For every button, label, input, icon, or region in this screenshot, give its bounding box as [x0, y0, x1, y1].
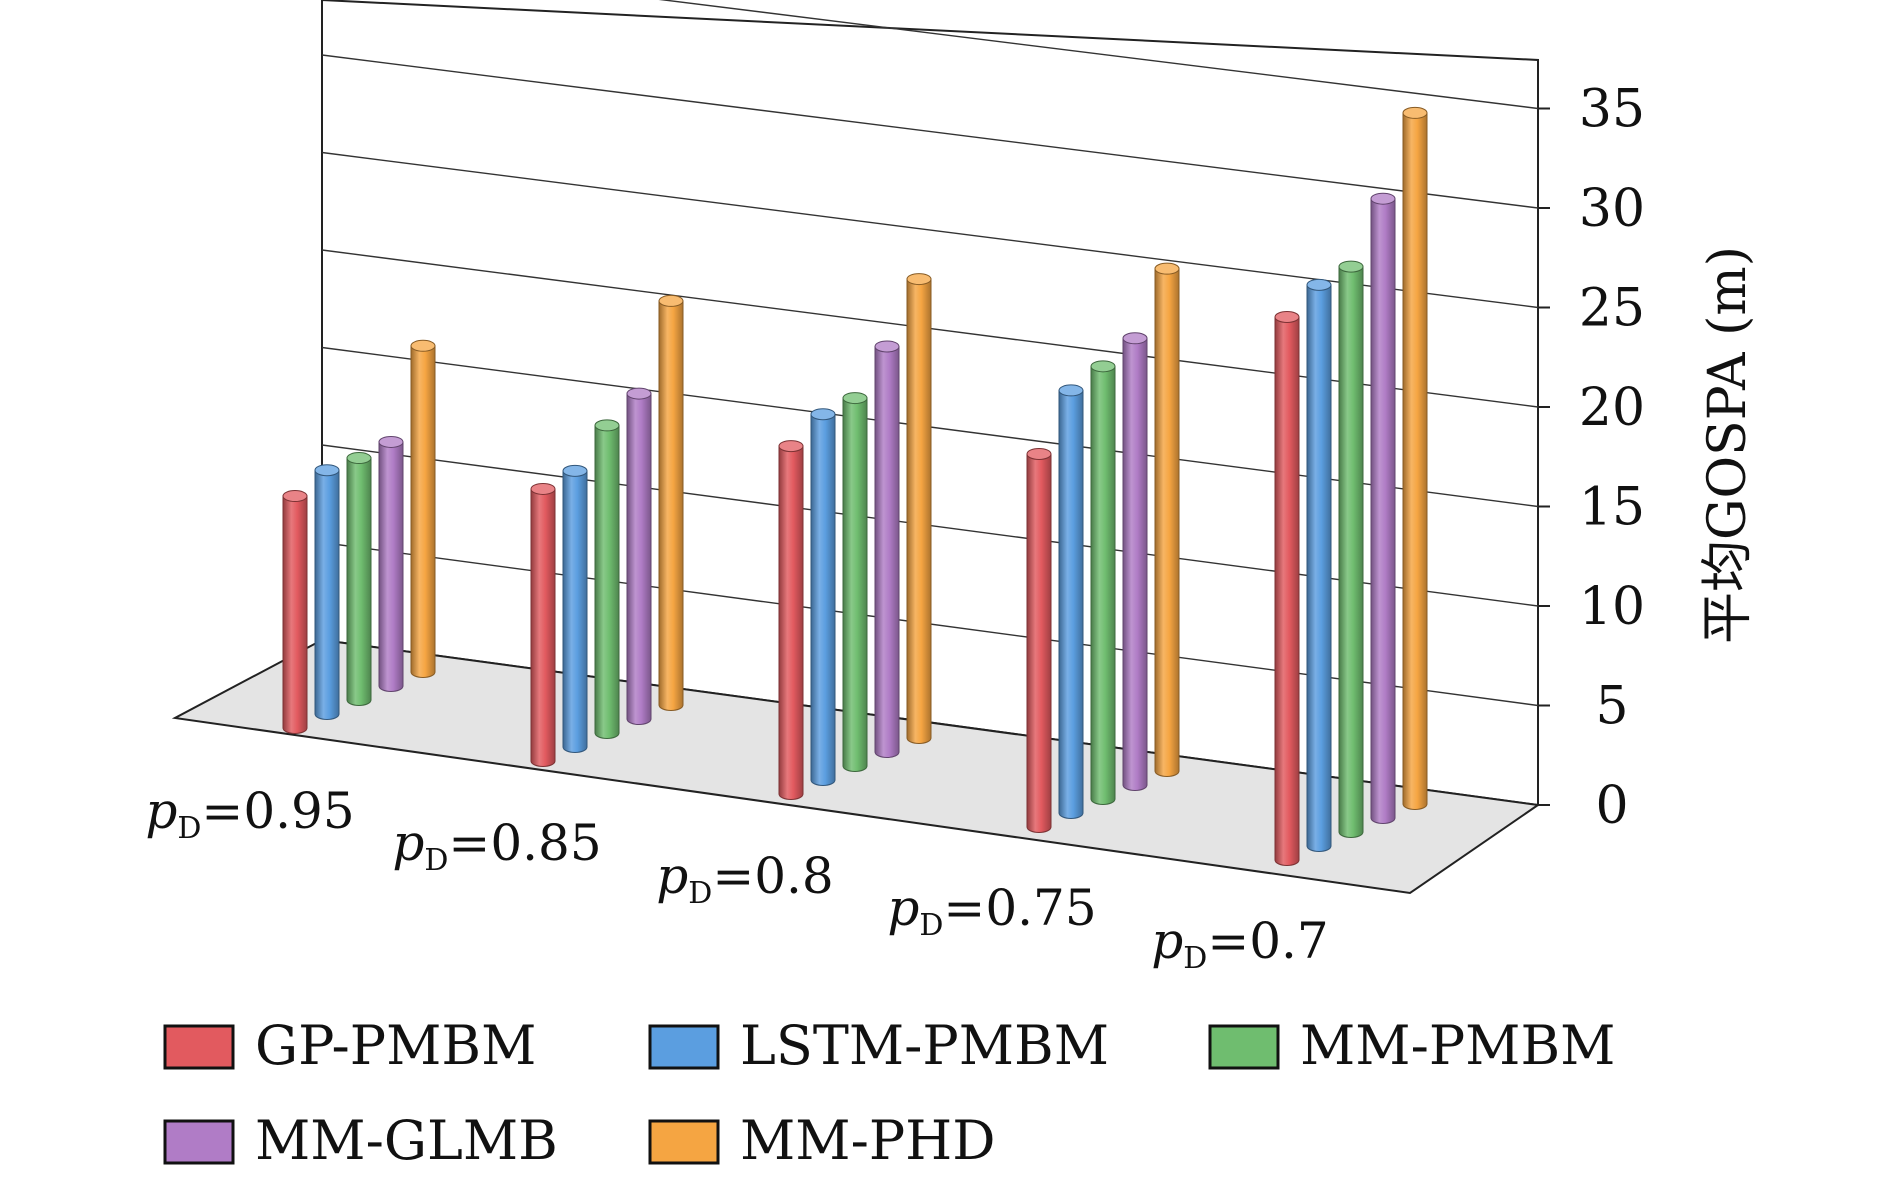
y-tick-label: 10	[1579, 577, 1645, 637]
legend-item: LSTM-PMBM	[648, 1014, 1109, 1077]
bar-top-cap	[1026, 447, 1052, 460]
bars	[282, 106, 1428, 866]
y-tick-label: 5	[1595, 677, 1628, 737]
bar-top-cap	[1338, 260, 1364, 273]
bar-top-cap	[378, 435, 404, 448]
bar-mm-glmb-2	[874, 345, 900, 758]
legend-swatch	[1208, 1024, 1280, 1070]
legend-item: MM-GLMB	[163, 1109, 558, 1172]
y-axis-title: 平均GOSPA (m)	[1698, 246, 1758, 644]
bar-lstm-pmbm-3	[1058, 389, 1084, 819]
category-label: pD=0.85	[392, 814, 601, 878]
legend-label: MM-PMBM	[1300, 1014, 1615, 1077]
bar-top-cap	[778, 440, 804, 453]
legend-label: LSTM-PMBM	[740, 1014, 1109, 1077]
y-tick-label: 30	[1579, 179, 1645, 239]
bar-top-cap	[1154, 262, 1180, 275]
legend-swatch	[163, 1119, 235, 1165]
legend-item: GP-PMBM	[163, 1014, 536, 1077]
bar-top-cap	[842, 392, 868, 405]
category-labels: pD=0.95 pD=0.85 pD=0.8 pD=0.75 pD=0.7	[145, 782, 1328, 976]
bar-mm-phd-4	[1402, 112, 1428, 810]
gridline	[321, 151, 1539, 309]
legend-swatch	[648, 1024, 720, 1070]
y-tick-label: 25	[1579, 279, 1645, 339]
legend: GP-PMBM LSTM-PMBM MM-PMBM MM-GLMB MM-PHD	[163, 1014, 1615, 1172]
bar-top-cap	[906, 273, 932, 286]
y-axis-ticks: 0 5 10 15 20 25 30 35	[1538, 80, 1645, 836]
bar-mm-glmb-3	[1122, 337, 1148, 791]
bar-gp-pmbm-3	[1026, 453, 1052, 833]
bar-top-cap	[530, 482, 556, 495]
bar-top-cap	[314, 464, 340, 477]
bar-top-cap	[410, 339, 436, 352]
bar-lstm-pmbm-2	[810, 413, 836, 786]
bar-top-cap	[1122, 332, 1148, 345]
bar-gp-pmbm-2	[778, 445, 804, 800]
bar-mm-phd-0	[410, 345, 436, 678]
bar-top-cap	[626, 387, 652, 400]
bar-mm-pmbm-0	[346, 457, 372, 706]
bar-mm-glmb-1	[626, 393, 652, 725]
bar-top-cap	[594, 419, 620, 432]
bar-mm-pmbm-1	[594, 424, 620, 739]
bar-gp-pmbm-4	[1274, 316, 1300, 866]
gridline	[658, 0, 1539, 110]
bar-top-cap	[1058, 384, 1084, 397]
category-label: pD=0.75	[887, 879, 1096, 943]
category-label: pD=0.8	[656, 847, 834, 911]
bar-top-cap	[1274, 311, 1300, 324]
y-tick-label: 20	[1579, 378, 1645, 438]
bar-top-cap	[346, 452, 372, 465]
bar-lstm-pmbm-0	[314, 469, 340, 720]
y-tick-label: 15	[1579, 478, 1645, 538]
bar-mm-pmbm-2	[842, 397, 868, 772]
bar-mm-glmb-4	[1370, 198, 1396, 824]
bar-lstm-pmbm-1	[562, 470, 588, 753]
bar-top-cap	[1090, 360, 1116, 373]
bar-lstm-pmbm-4	[1306, 284, 1332, 852]
legend-item: MM-PHD	[648, 1109, 996, 1172]
bar-gp-pmbm-0	[282, 495, 308, 734]
legend-swatch	[648, 1119, 720, 1165]
y-tick-label: 35	[1579, 80, 1645, 140]
bar-mm-pmbm-3	[1090, 365, 1116, 805]
bar-top-cap	[1370, 192, 1396, 205]
bar-top-cap	[658, 294, 684, 307]
category-label: pD=0.95	[145, 782, 354, 846]
gridline	[321, 54, 1539, 209]
legend-swatch	[163, 1024, 235, 1070]
bar-top-cap	[1402, 106, 1428, 119]
bar-mm-pmbm-4	[1338, 266, 1364, 838]
category-label: pD=0.7	[1151, 912, 1329, 976]
bar-mm-glmb-0	[378, 441, 404, 692]
legend-label: MM-PHD	[740, 1109, 996, 1172]
legend-label: MM-GLMB	[255, 1109, 558, 1172]
bar-top-cap	[562, 464, 588, 477]
y-tick-label: 0	[1595, 776, 1628, 836]
bar-top-cap	[810, 408, 836, 421]
bar-mm-phd-2	[906, 278, 932, 744]
bar-top-cap	[1306, 278, 1332, 291]
legend-item: MM-PMBM	[1208, 1014, 1615, 1077]
bar-top-cap	[874, 340, 900, 353]
bar-gp-pmbm-1	[530, 488, 556, 767]
legend-label: GP-PMBM	[255, 1014, 536, 1077]
bar-mm-phd-3	[1154, 268, 1180, 777]
bar-mm-phd-1	[658, 300, 684, 711]
bar-top-cap	[282, 490, 308, 503]
